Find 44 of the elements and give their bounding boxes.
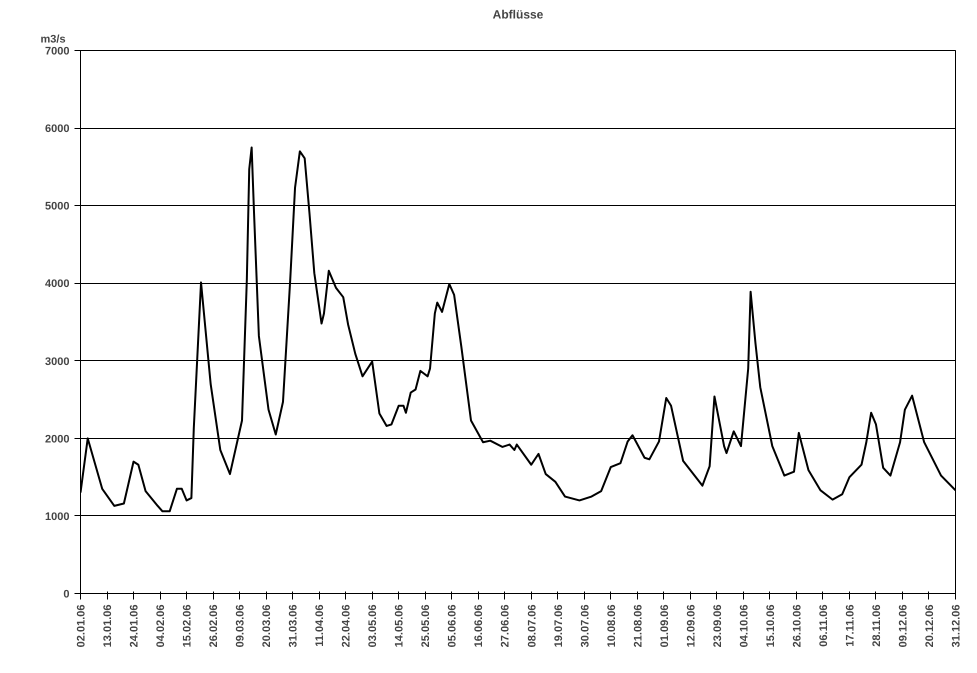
x-tick-label: 20.03.06: [261, 604, 274, 648]
x-tick-label: 12.09.06: [685, 604, 698, 648]
x-tick-label: 24.01.06: [128, 604, 141, 648]
x-tick-label: 06.11.06: [818, 604, 830, 647]
x-tick-label: 15.10.06: [764, 604, 777, 648]
x-tick-label: 05.06.06: [446, 604, 459, 648]
x-tick-label: 26.02.06: [208, 604, 220, 648]
x-tick-label: 25.05.06: [420, 604, 432, 648]
x-tick-label: 17.11.06: [844, 604, 856, 647]
y-tick-label: 2000: [45, 433, 70, 446]
x-tick-label: 23.09.06: [712, 604, 724, 648]
x-tick-label: 21.08.06: [632, 604, 644, 648]
y-tick-label: 4000: [45, 278, 70, 290]
y-tick-label: 0: [63, 588, 70, 600]
x-tick-label: 04.10.06: [738, 604, 750, 648]
x-tick-label: 22.04.06: [340, 604, 353, 648]
x-tick-label: 31.12.06: [950, 604, 962, 648]
x-tick-label: 11.04.06: [314, 604, 326, 647]
x-tick-label: 03.05.06: [367, 604, 380, 648]
y-axis-title: m3/s: [40, 34, 66, 46]
x-tick-label: 30.07.06: [579, 604, 592, 648]
y-tick-label: 3000: [45, 356, 70, 368]
x-tick-label: 27.06.06: [500, 604, 512, 648]
y-tick-label: 7000: [45, 46, 70, 58]
x-tick-label: 26.10.06: [791, 604, 804, 648]
x-tick-label: 28.11.06: [870, 604, 883, 647]
y-tick-label: 1000: [45, 510, 70, 523]
x-tick-label: 19.07.06: [552, 604, 565, 648]
x-tick-label: 02.01.06: [76, 604, 88, 648]
x-tick-label: 01.09.06: [658, 604, 671, 648]
x-tick-label: 31.03.06: [288, 604, 300, 648]
x-tick-label: 16.06.06: [473, 604, 486, 648]
y-tick-label: 5000: [45, 200, 70, 213]
x-tick-label: 20.12.06: [924, 604, 936, 648]
chart-title: Abflüsse: [492, 8, 544, 22]
x-tick-label: 09.03.06: [234, 604, 247, 648]
x-tick-label: 15.02.06: [182, 604, 194, 648]
x-tick-label: 13.01.06: [102, 604, 114, 648]
y-tick-label: 6000: [45, 123, 70, 136]
x-tick-label: 10.08.06: [606, 604, 618, 648]
x-tick-label: 09.12.06: [897, 604, 910, 648]
x-tick-label: 14.05.06: [394, 604, 406, 648]
x-tick-label: 08.07.06: [526, 604, 538, 648]
x-tick-label: 04.02.06: [155, 604, 168, 648]
